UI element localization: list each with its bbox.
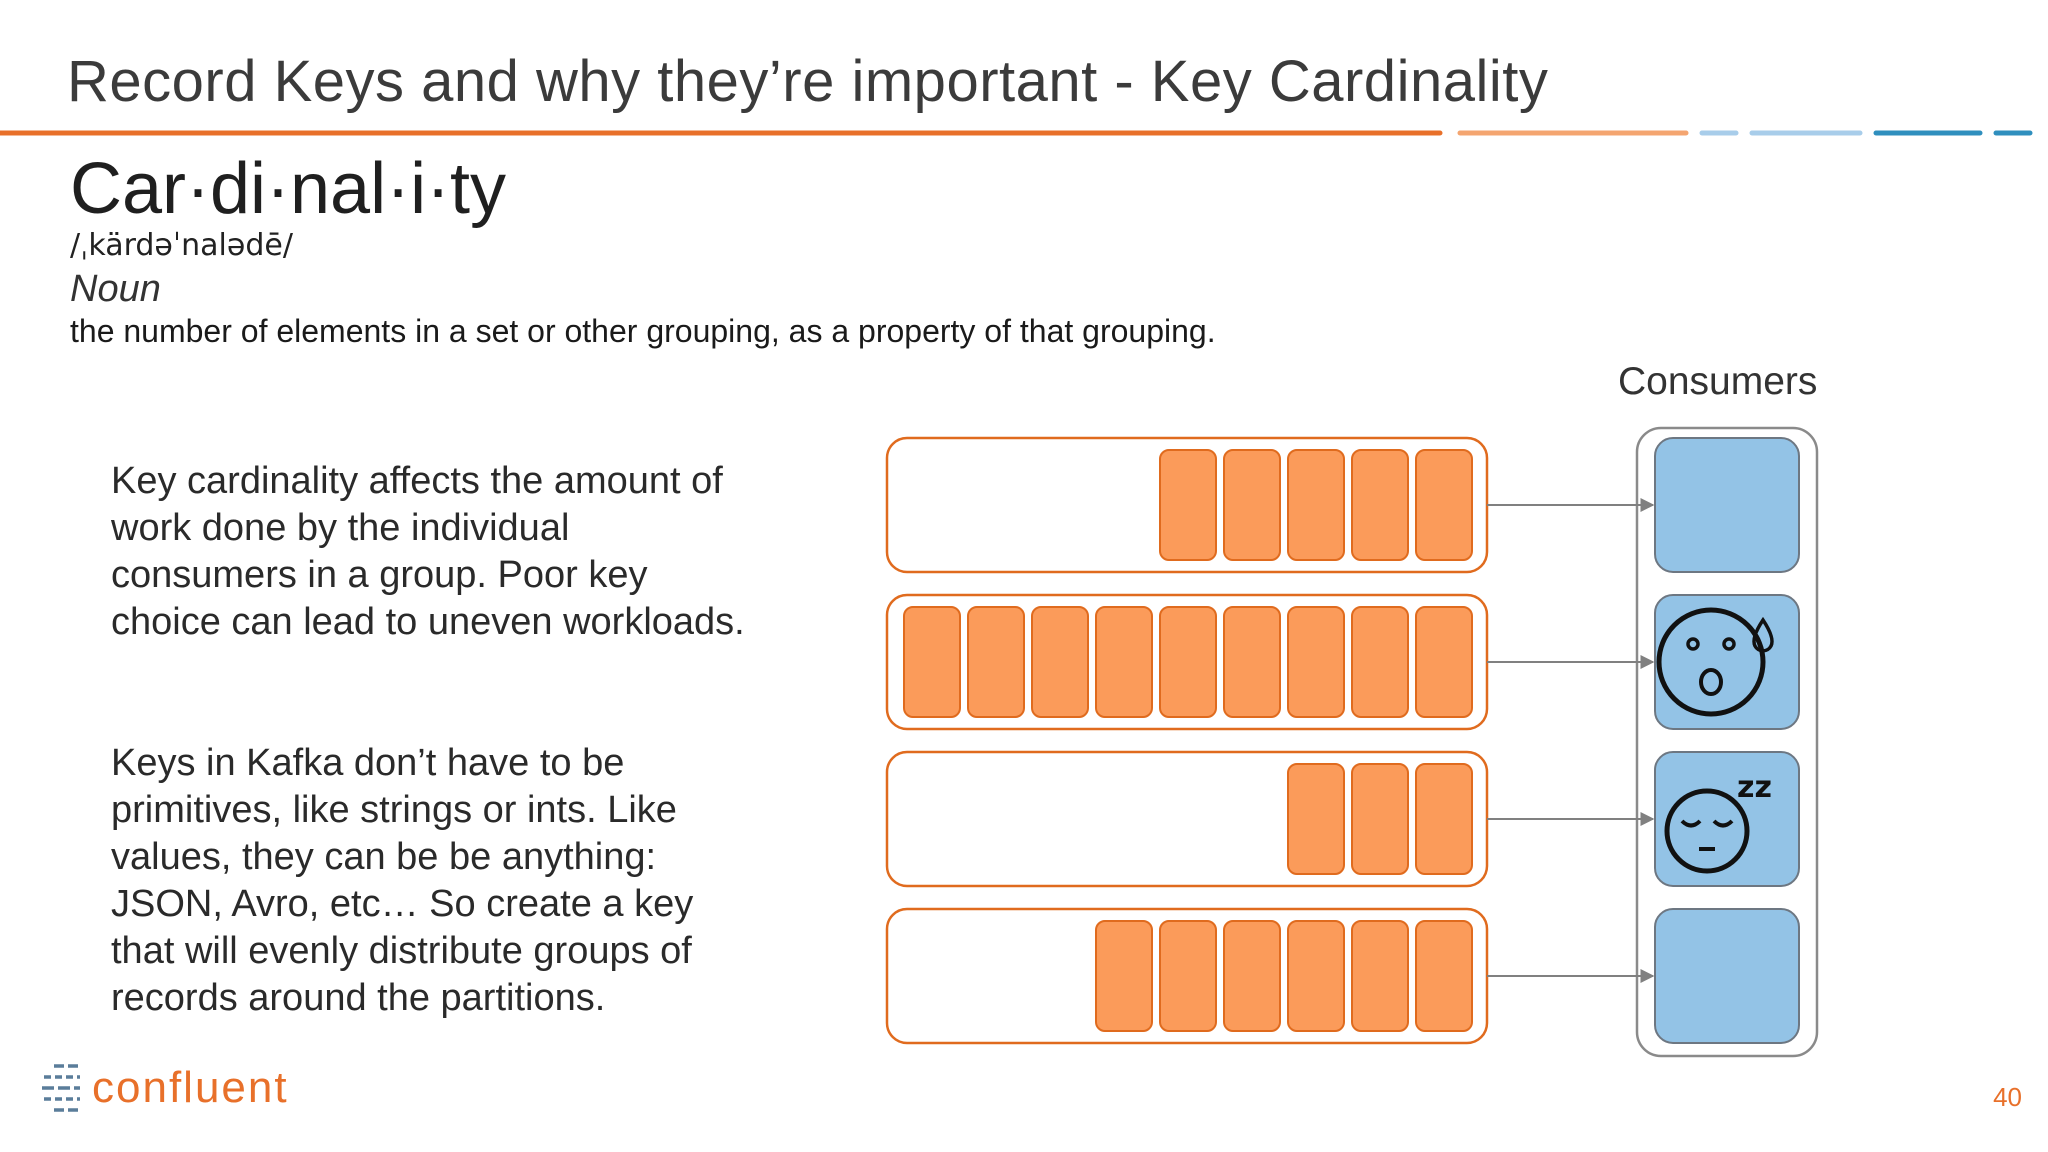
- record-2-9: [1415, 606, 1473, 718]
- record-2-2: [967, 606, 1025, 718]
- record-2-7: [1287, 606, 1345, 718]
- record-4-5: [1351, 920, 1409, 1032]
- record-2-1: [903, 606, 961, 718]
- definition-pronunciation: /ˌkärdəˈnalədē/: [70, 228, 293, 263]
- body-paragraph-2: Keys in Kafka don’t have to be primitive…: [111, 742, 694, 1019]
- definition-meaning: the number of elements in a set or other…: [70, 313, 1216, 349]
- consumer-group-box: [1635, 426, 1819, 1058]
- record-2-6: [1223, 606, 1281, 718]
- slide-title: Record Keys and why they’re important - …: [67, 49, 1549, 114]
- record-2-3: [1031, 606, 1089, 718]
- record-2-4: [1095, 606, 1153, 718]
- record-1-5: [1415, 449, 1473, 561]
- record-2-8: [1351, 606, 1409, 718]
- record-1-3: [1287, 449, 1345, 561]
- page-number: 40: [1993, 1082, 2022, 1112]
- stressed-face-icon: [1656, 607, 1774, 717]
- body-paragraph-1: Key cardinality affects the amount of wo…: [111, 460, 745, 643]
- record-3-2: [1351, 763, 1409, 875]
- record-4-1: [1095, 920, 1153, 1032]
- record-2-5: [1159, 606, 1217, 718]
- record-3-1: [1287, 763, 1345, 875]
- consumers-label: Consumers: [1618, 360, 1818, 403]
- consumer-1: [1654, 437, 1800, 573]
- confluent-logo-mark: [42, 1064, 80, 1112]
- record-4-3: [1223, 920, 1281, 1032]
- definition-part-of-speech: Noun: [70, 268, 161, 310]
- record-1-2: [1223, 449, 1281, 561]
- consumer-4: [1654, 908, 1800, 1044]
- title-underline: [0, 130, 2033, 136]
- confluent-logo-text: confluent: [92, 1063, 289, 1112]
- record-3-3: [1415, 763, 1473, 875]
- confluent-logo: confluent: [40, 1060, 289, 1116]
- consumer-3: [1654, 751, 1800, 887]
- record-4-4: [1287, 920, 1345, 1032]
- consumer-2: [1654, 594, 1800, 730]
- sleep-z-icon: zz: [1737, 770, 1772, 805]
- record-1-4: [1351, 449, 1409, 561]
- definition-term: Car·di·nal·i·ty: [70, 149, 507, 229]
- sleeping-face-icon: zz: [1664, 770, 1772, 874]
- record-4-2: [1159, 920, 1217, 1032]
- record-4-6: [1415, 920, 1473, 1032]
- record-1-1: [1159, 449, 1217, 561]
